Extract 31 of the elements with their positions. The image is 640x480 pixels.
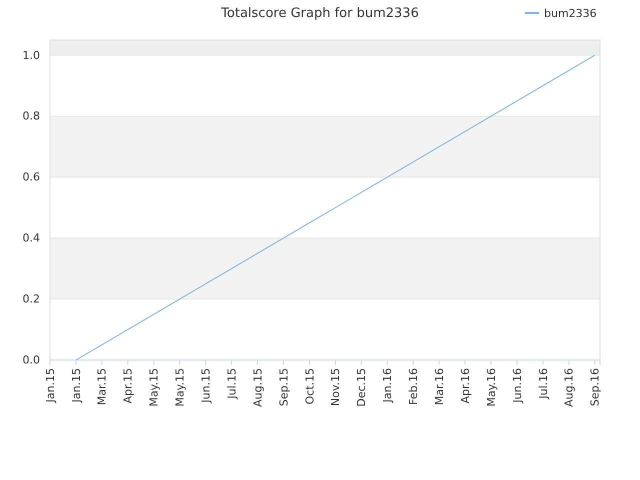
x-tick-label: May.15 — [174, 368, 187, 407]
y-tick-label: 0.4 — [22, 232, 40, 245]
y-tick-label: 0.8 — [22, 110, 40, 123]
y-tick-label: 0.0 — [22, 354, 40, 367]
y-tick-label: 0.6 — [22, 170, 40, 184]
x-tick-label: Jul.15 — [225, 368, 238, 400]
line-series — [75, 54, 596, 360]
chart-title: Totalscore Graph for bum2336 — [220, 6, 419, 21]
x-tick-label: Apr.15 — [122, 368, 135, 404]
x-tick-label: Jan.15 — [44, 368, 57, 404]
x-tick-label: Dec.15 — [355, 368, 368, 407]
y-tick-label: 1.0 — [22, 48, 40, 62]
x-tick-label: Sep.16 — [588, 368, 602, 406]
x-tick-label: Apr.16 — [458, 368, 472, 404]
x-tick-label: Jun.15 — [200, 368, 213, 404]
y-tick-label: 0.2 — [22, 292, 40, 306]
x-tick-label: Jan.16 — [381, 368, 394, 404]
x-tick-label: Jan.15 — [70, 368, 83, 404]
x-tick-label: Mar.16 — [433, 368, 446, 406]
x-tick-label: Jul.16 — [536, 368, 550, 400]
x-tick-label: Feb.16 — [407, 368, 420, 405]
legend-label: bum2336 — [544, 6, 597, 20]
x-tick-label: Nov.15 — [329, 368, 342, 406]
x-tick-label: May.15 — [148, 368, 161, 407]
x-tick-label: Sep.15 — [277, 368, 290, 406]
x-tick-label: Aug.15 — [251, 368, 264, 407]
x-tick-label: Aug.16 — [562, 368, 576, 407]
x-tick-label: Jun.16 — [510, 368, 524, 404]
x-tick-label: Mar.15 — [96, 368, 109, 406]
x-tick-label: May.16 — [484, 368, 498, 407]
x-tick-label: Oct.15 — [303, 368, 316, 405]
